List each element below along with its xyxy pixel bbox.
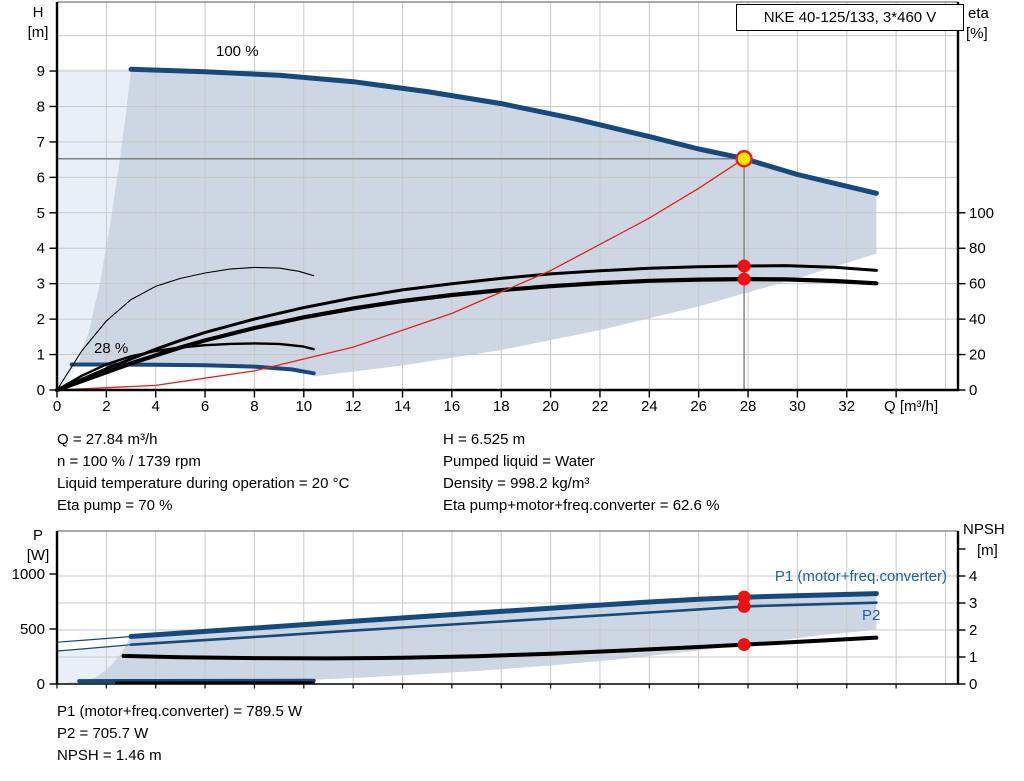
q-tick-label: 28 [740,398,757,415]
eta-pump-28-curve [56,266,315,391]
readout-h: H = 6.525 m [443,431,526,448]
q-tick-label: 16 [444,398,461,415]
npsh-tick-label: 1 [969,649,977,666]
h-axis-label: H [32,4,44,21]
npsh-tick-label: 4 [969,568,977,585]
qh-low-flow-region [57,69,131,391]
eta-tick-label: 80 [969,240,986,257]
eta-tick-label: 0 [969,382,977,399]
duty-readout-right: H = 6.525 m Pumped liquid = Water Densit… [443,429,719,517]
q-tick-label: 32 [838,398,855,415]
npsh-point [737,638,751,652]
eta-pump-point [737,259,751,273]
npsh-curve [121,635,879,661]
eta-tick-label: 60 [969,276,986,293]
readout-liquid-temp: Liquid temperature during operation = 20… [57,475,350,492]
q-tick-label: 4 [152,398,160,415]
p-axis-label: P [32,527,43,544]
q-tick-label: 18 [493,398,510,415]
q-tick-label: 12 [345,398,362,415]
eta-tick-label: 100 [969,205,994,222]
eta-total-curve [54,277,879,393]
pump-model-title: NKE 40-125/133, 3*460 V [736,4,964,31]
readout-eta-pump: Eta pump = 70 % [57,497,173,514]
q-tick-label: 26 [690,398,707,415]
q-tick-label: 2 [102,398,110,415]
q-tick-label: 10 [295,398,312,415]
q-tick-label: 20 [542,398,559,415]
duty-readout-left: Q = 27.84 m³/h n = 100 % / 1739 rpm Liqu… [57,429,349,517]
p1-curve [128,591,879,639]
h-axis-unit: [m] [27,24,49,41]
p2-curve [129,601,878,646]
h-tick-label: 1 [37,347,45,364]
q-tick-label: 8 [250,398,258,415]
p-tick-label: 0 [37,676,45,693]
h-tick-label: 0 [37,382,45,399]
readout-speed: n = 100 % / 1739 rpm [57,453,201,470]
speed-100-curve-label: 100 % [216,43,259,60]
eta-total-28-curve [55,342,315,392]
power-low-flow-region [57,636,131,684]
readout-npsh: NPSH = 1.46 m [57,747,162,764]
h-tick-label: 7 [37,134,45,151]
p-tick-label: 500 [20,621,45,638]
q-axis-label: Q [m³/h] [884,398,939,415]
eta-axis-unit: [%] [966,25,988,42]
eta-total-point [737,272,751,286]
power-power-envelope [57,593,877,684]
npsh-tick-label: 2 [969,622,977,639]
q-tick-label: 22 [592,398,609,415]
q-tick-label: 24 [641,398,658,415]
npsh-axis-label: NPSH [963,521,1005,538]
system-curve-curve [56,157,745,391]
p1-curve-label: P1 (motor+freq.converter) [774,568,947,585]
readout-p2: P2 = 705.7 W [57,725,149,742]
eta-tick-label: 20 [969,347,986,364]
npsh-tick-label: 3 [969,595,977,612]
h-tick-label: 9 [37,63,45,80]
readout-density: Density = 998.2 kg/m³ [443,475,590,492]
q-tick-label: 6 [201,398,209,415]
h-tick-label: 4 [37,240,45,257]
eta-axis-label: eta [968,5,989,22]
qh-operating-envelope [78,69,877,377]
p1-ext-curve [56,635,132,643]
p-tick-label: 1000 [12,566,45,583]
p2-curve-label: P2 [862,607,881,624]
power-readout: P1 (motor+freq.converter) = 789.5 W P2 =… [57,701,302,767]
h-tick-label: 3 [37,276,45,293]
q-tick-label: 30 [789,398,806,415]
speed-100-curve [128,66,879,196]
q-tick-label: 0 [53,398,61,415]
p2-point [737,599,751,613]
p1-point [737,590,751,604]
h-tick-label: 5 [37,205,45,222]
readout-pumped-liquid: Pumped liquid = Water [443,453,595,470]
readout-p1: P1 (motor+freq.converter) = 789.5 W [57,703,303,720]
h-tick-label: 6 [37,169,45,186]
readout-eta-total: Eta pump+motor+freq.converter = 62.6 % [443,497,720,514]
p-axis-unit: [W] [26,547,50,564]
p2-ext-curve [56,644,132,652]
q-tick-label: 14 [394,398,411,415]
readout-q: Q = 27.84 m³/h [57,431,158,448]
npsh-tick-label: 0 [969,676,977,693]
speed-28-curve-label: 28 % [94,340,129,357]
h-tick-label: 2 [37,311,45,328]
h-tick-label: 8 [37,98,45,115]
eta-tick-label: 40 [969,311,986,328]
duty-point[interactable] [735,150,753,168]
npsh-axis-unit: [m] [977,542,998,559]
